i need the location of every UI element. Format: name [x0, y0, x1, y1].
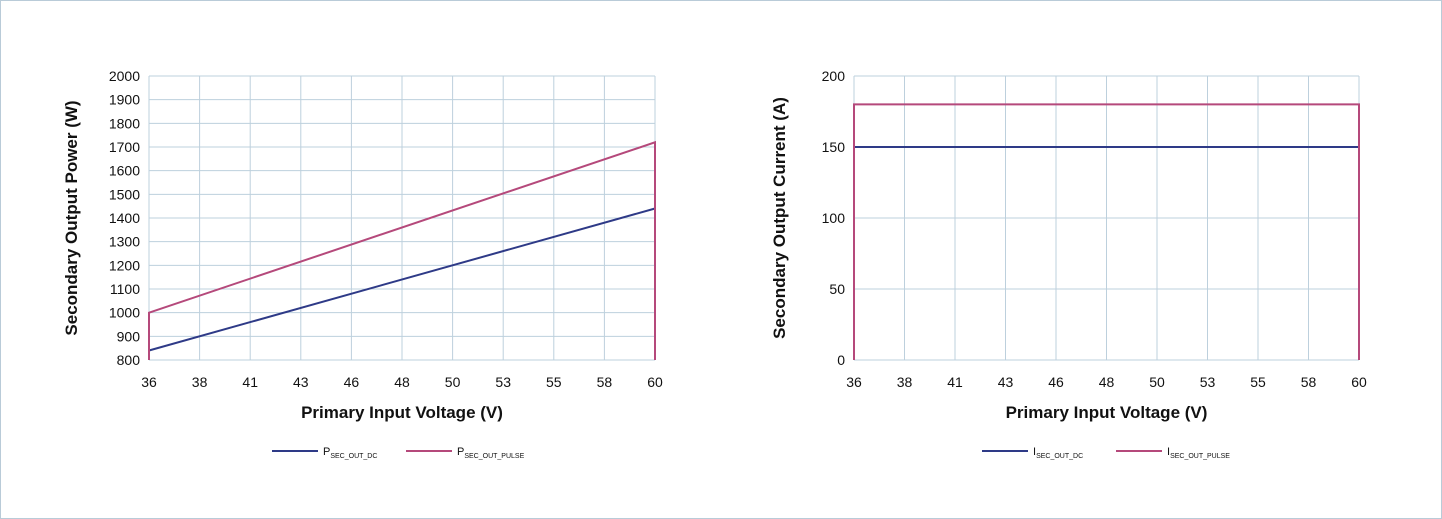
y-tick-label: 900	[117, 328, 141, 344]
series-line-2	[853, 103, 1360, 360]
y-tick-label: 50	[829, 281, 845, 297]
x-tick-label: 60	[1351, 374, 1367, 390]
x-axis-title: Primary Input Voltage (V)	[1006, 403, 1208, 422]
y-tick-label: 0	[837, 352, 845, 368]
x-tick-label: 36	[141, 374, 157, 390]
legend-entry-1: ISEC_OUT_DC	[1033, 446, 1083, 460]
y-tick-label: 1000	[109, 305, 140, 321]
legend-subscript: SEC_OUT_PULSE	[1170, 453, 1230, 460]
legend-subscript: SEC_OUT_DC	[330, 453, 377, 460]
legend-subscript: SEC_OUT_PULSE	[464, 453, 524, 460]
y-tick-label: 1500	[109, 186, 140, 202]
legend-entry-1: PSEC_OUT_DC	[323, 446, 377, 460]
x-tick-label: 38	[192, 374, 208, 390]
x-tick-label: 60	[647, 374, 663, 390]
x-tick-label: 41	[947, 374, 963, 390]
x-tick-label: 58	[1301, 374, 1317, 390]
legend-entry-2: ISEC_OUT_PULSE	[1167, 446, 1230, 460]
legend-subscript: SEC_OUT_DC	[1036, 453, 1083, 460]
x-tick-label: 58	[597, 374, 613, 390]
y-tick-label: 2000	[109, 68, 140, 84]
y-tick-label: 1400	[109, 210, 140, 226]
y-tick-label: 1200	[109, 257, 140, 273]
chart-1: 36 38 41 43 46 48 50 53 55 58 60 800 900 1000 1100 1200…	[62, 68, 663, 460]
x-tick-label: 36	[846, 374, 862, 390]
x-tick-label: 55	[1250, 374, 1266, 390]
y-tick-label: 150	[822, 139, 846, 155]
y-tick-label: 1300	[109, 234, 140, 250]
x-tick-label: 46	[344, 374, 360, 390]
y-tick-label: 200	[822, 68, 846, 84]
y-tick-label: 1600	[109, 163, 140, 179]
x-tick-label: 50	[1149, 374, 1165, 390]
y-tick-label: 1900	[109, 92, 140, 108]
y-tick-label: 100	[822, 210, 846, 226]
y-tick-label: 1100	[110, 281, 140, 297]
series-line-2	[148, 140, 656, 360]
chart-2: 36 38 41 43 46 48 50 53 55 58 60 0 50 100 150 200 Primar…	[770, 68, 1367, 460]
x-tick-label: 48	[394, 374, 410, 390]
x-axis-title: Primary Input Voltage (V)	[301, 403, 503, 422]
y-tick-label: 1800	[109, 115, 140, 131]
y-axis-title: Secondary Output Current (A)	[770, 97, 789, 339]
x-tick-label: 48	[1099, 374, 1115, 390]
x-tick-label: 38	[897, 374, 913, 390]
x-tick-label: 41	[242, 374, 258, 390]
x-tick-label: 53	[1200, 374, 1216, 390]
y-tick-label: 1700	[109, 139, 140, 155]
x-tick-label: 53	[495, 374, 511, 390]
legend-entry-2: PSEC_OUT_PULSE	[457, 446, 525, 460]
x-tick-label: 50	[445, 374, 461, 390]
x-tick-label: 43	[998, 374, 1014, 390]
x-tick-label: 43	[293, 374, 309, 390]
x-tick-label: 55	[546, 374, 562, 390]
y-axis-title: Secondary Output Power (W)	[62, 100, 81, 335]
y-tick-label: 800	[117, 352, 141, 368]
series-line-1	[148, 207, 656, 352]
x-tick-label: 46	[1048, 374, 1064, 390]
